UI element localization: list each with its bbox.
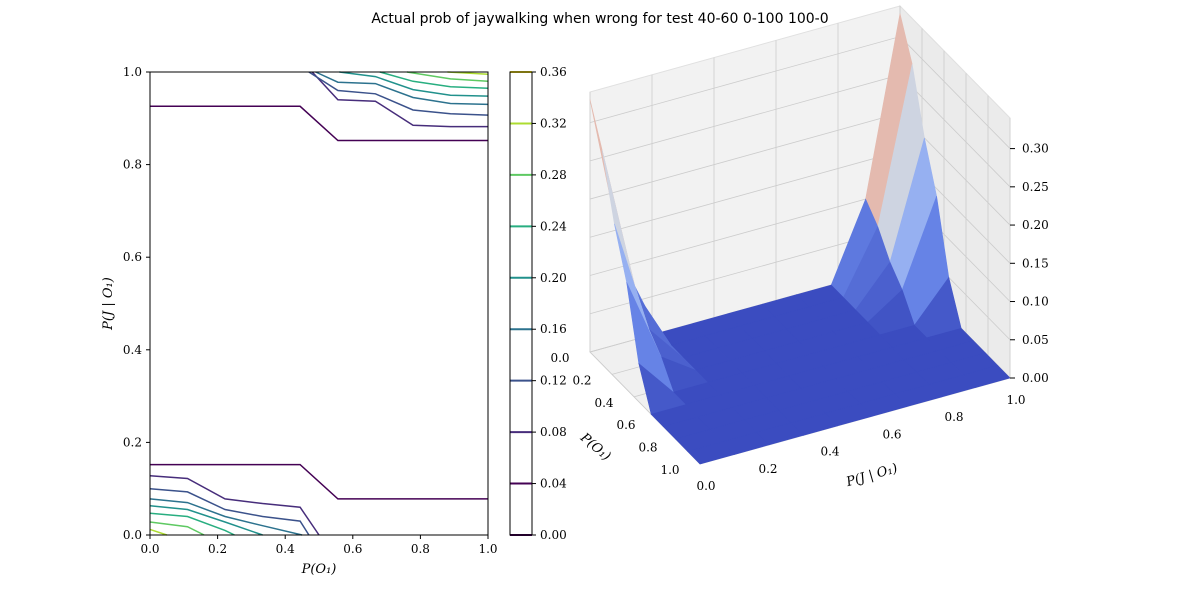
contour-line (339, 71, 489, 97)
x3d-tick-label: 0.8 (638, 441, 657, 455)
grid-line (899, 36, 1011, 149)
contour-line (315, 71, 489, 106)
colorbar-tick-label: 0.00 (540, 528, 567, 542)
y3d-tick-label: 0.8 (944, 410, 963, 424)
y3d-axis-label: P(J | O₁) (844, 461, 900, 490)
z3d-tick-label: 0.10 (1022, 295, 1049, 309)
x3d-tick-label: 0.6 (616, 418, 635, 432)
surface (589, 13, 1011, 465)
y3d-tick-label: 0.6 (882, 427, 901, 441)
x3d-tick-label: 1.0 (660, 463, 679, 477)
x3d-tick-label: 0.2 (572, 373, 591, 387)
colorbar-tick-label: 0.24 (540, 219, 567, 233)
z3d-tick-label: 0.00 (1022, 371, 1049, 385)
contour-line (149, 521, 205, 536)
z3d-tick-label: 0.25 (1022, 180, 1049, 194)
contour-line (149, 512, 235, 536)
contour-line (150, 105, 488, 142)
plot-frame (149, 71, 489, 536)
y-tick-label: 0.6 (123, 250, 142, 264)
z3d-tick-label: 0.30 (1022, 142, 1049, 156)
grid-line (589, 150, 901, 238)
y-tick-label: 1.0 (123, 65, 142, 79)
y-tick-label: 0.8 (123, 158, 142, 172)
x-tick-label: 0.8 (411, 542, 430, 556)
z3d-tick-label: 0.20 (1022, 218, 1049, 232)
x-tick-label: 0.6 (343, 542, 362, 556)
grid-line (899, 74, 1011, 188)
contour-line (149, 498, 303, 536)
surface-patch (687, 441, 735, 465)
x-tick-label: 1.0 (478, 542, 497, 556)
colorbar-tick-label: 0.16 (540, 322, 567, 336)
z3d-tick-label: 0.05 (1022, 333, 1049, 347)
y3d-tick-label: 0.0 (696, 479, 715, 493)
x3d-tick-label: 0.4 (594, 396, 613, 410)
contour-line (149, 487, 310, 536)
y3d-tick-label: 0.4 (820, 445, 839, 459)
colorbar-tick-label: 0.20 (540, 271, 567, 285)
colorbar-tick-label: 0.04 (540, 477, 567, 491)
x-tick-label: 0.0 (140, 542, 159, 556)
colorbar-frame (509, 71, 533, 536)
grid-line (589, 36, 901, 123)
contour-lines (149, 71, 489, 536)
x3d-tick-label: 0.0 (550, 351, 569, 365)
contour-line (311, 71, 488, 128)
grid-line (589, 112, 901, 200)
grid-line (589, 189, 901, 276)
colorbar-tick-label: 0.32 (540, 116, 567, 130)
y-axis-label: P(J | O₁) (101, 277, 116, 331)
colorbar-tick-label: 0.28 (540, 168, 567, 182)
contour-line (149, 474, 320, 536)
colorbar-tick-label: 0.08 (540, 425, 567, 439)
y3d-tick-label: 0.2 (758, 462, 777, 476)
z3d-tick-label: 0.15 (1022, 256, 1049, 270)
contour-line (150, 463, 488, 500)
colorbar-tick-label: 0.12 (540, 374, 567, 388)
contour-line (406, 71, 489, 83)
x3d-axis-label: P(O₁) (576, 430, 613, 464)
contour-line (149, 528, 168, 536)
grid-line (589, 74, 901, 162)
y3d-tick-label: 1.0 (1006, 393, 1025, 407)
y-tick-label: 0.4 (123, 343, 142, 357)
figure-title: Actual prob of jaywalking when wrong for… (371, 11, 829, 27)
x-axis-label: P(O₁) (301, 562, 337, 577)
contour-line (149, 505, 263, 536)
x-tick-label: 0.4 (276, 542, 295, 556)
x-tick-label: 0.2 (208, 542, 227, 556)
contour-line (379, 71, 489, 89)
y-tick-label: 0.0 (123, 528, 142, 542)
contour-line (308, 71, 489, 116)
colorbar-tick-label: 0.36 (540, 65, 567, 79)
y-tick-label: 0.2 (123, 435, 142, 449)
